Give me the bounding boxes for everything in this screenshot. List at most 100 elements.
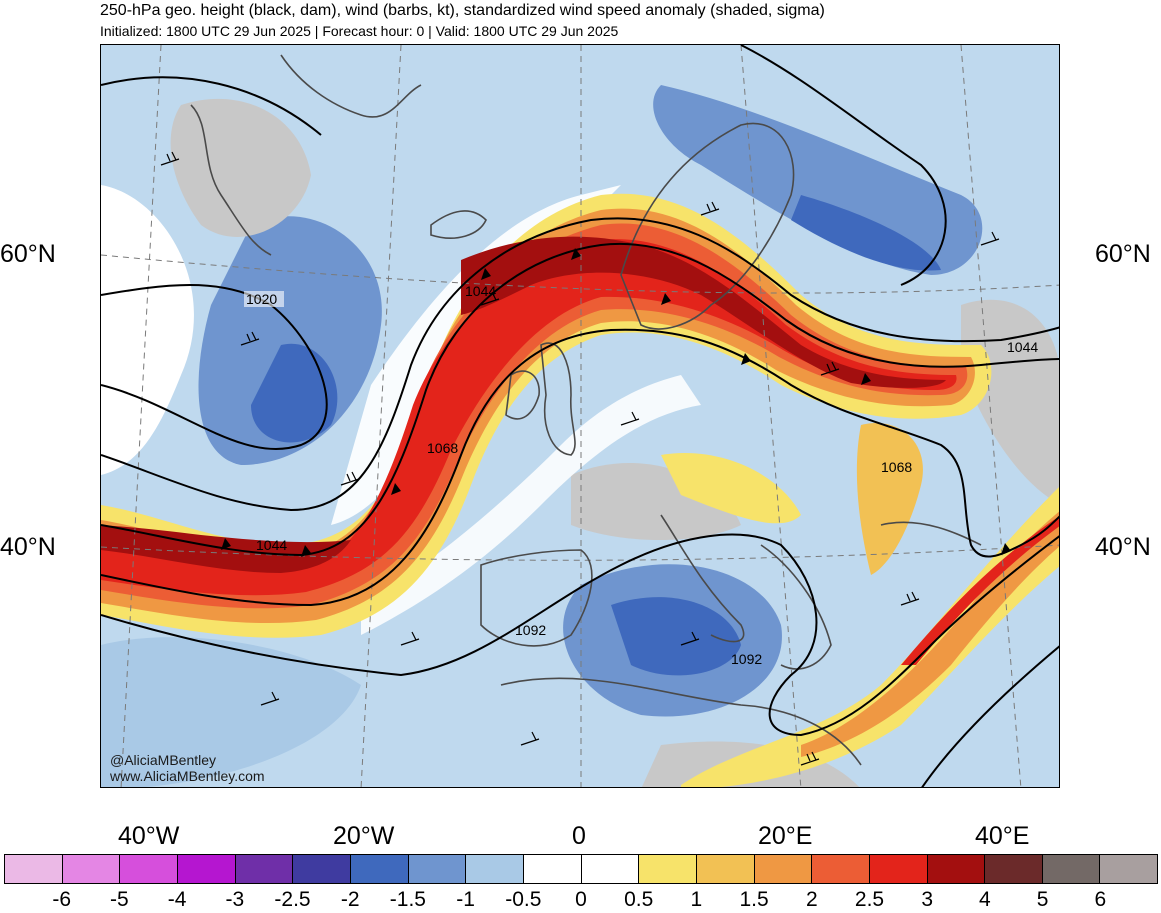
wind-flag bbox=[391, 483, 401, 495]
contour-label-1044: 1044 bbox=[256, 537, 287, 553]
greenland-coast bbox=[190, 104, 272, 256]
contour-label-1068: 1068 bbox=[881, 459, 912, 475]
wind-barb bbox=[820, 361, 840, 376]
wind-barb bbox=[400, 631, 420, 646]
wind-flag bbox=[221, 538, 231, 550]
colorbar bbox=[4, 854, 1158, 884]
colorbar-tick-label: -1 bbox=[456, 888, 475, 911]
wind-barb bbox=[160, 151, 180, 166]
colorbar-swatch bbox=[523, 855, 582, 883]
black-sea-coast bbox=[880, 521, 982, 546]
wind-flag bbox=[741, 353, 751, 365]
colorbar-swatch bbox=[293, 855, 351, 883]
contour-1044-a bbox=[101, 217, 1059, 512]
colorbar-swatch bbox=[350, 855, 409, 883]
colorbar-tick-label: -2.5 bbox=[274, 888, 311, 911]
jet-anomaly-2p5 bbox=[101, 239, 957, 596]
height-contours bbox=[101, 45, 1059, 787]
colorbar-swatch bbox=[869, 855, 928, 883]
colorbar-tick-label: -0.5 bbox=[505, 888, 542, 911]
iceland-coast bbox=[430, 210, 487, 239]
lat-label-60n-right: 60°N bbox=[1095, 240, 1151, 268]
contour-southeast bbox=[921, 645, 1059, 787]
contour-1068 bbox=[101, 328, 1059, 607]
colorbar-tick-label: 2.5 bbox=[854, 888, 885, 911]
greenland-area bbox=[170, 98, 311, 237]
jet-anomaly-3-north bbox=[461, 236, 946, 388]
wind-barb bbox=[700, 201, 720, 216]
lat-label-40n-right: 40°N bbox=[1095, 533, 1151, 561]
graticule bbox=[101, 45, 1059, 787]
anomaly-subtropics bbox=[101, 637, 361, 787]
colorbar-swatch bbox=[5, 855, 63, 883]
lon-label-20w: 20°W bbox=[333, 822, 395, 850]
negative-anomaly-scandinavia bbox=[653, 85, 983, 275]
colorbar-tick-label: -5 bbox=[110, 888, 129, 911]
colorbar-tick-label: 1 bbox=[690, 888, 703, 911]
colorbar-tick-label: 2 bbox=[805, 888, 818, 911]
contour-northwest bbox=[101, 76, 322, 136]
contour-label-1044: 1044 bbox=[465, 283, 496, 299]
colorbar-swatch bbox=[408, 855, 467, 883]
strong-negative-anomaly-scandinavia bbox=[791, 195, 941, 271]
contour-label-1092: 1092 bbox=[731, 651, 762, 667]
map-title: 250-hPa geo. height (black, dam), wind (… bbox=[100, 2, 825, 19]
strong-negative-anomaly-atlantic bbox=[251, 343, 338, 443]
colorbar-tick-label: 3 bbox=[921, 888, 934, 911]
lon-label-40e: 40°E bbox=[975, 822, 1030, 850]
wind-barb bbox=[900, 591, 920, 606]
wind-flag bbox=[481, 268, 491, 280]
lat-label-60n-left: 60°N bbox=[0, 240, 56, 268]
graticule-lon-20e bbox=[740, 45, 802, 787]
contour-label-1092: 1092 bbox=[515, 622, 546, 638]
graticule-lon-20w bbox=[360, 45, 402, 787]
jet-anomaly-southeast-2p5 bbox=[901, 516, 1059, 665]
north-africa-coast bbox=[500, 677, 862, 766]
jet-anomaly-balkans bbox=[856, 423, 923, 575]
colorbar-tick-label: 0.5 bbox=[624, 888, 654, 911]
strong-negative-anomaly-mediterranean bbox=[611, 597, 741, 676]
colorbar-swatch bbox=[235, 855, 294, 883]
graticule-lon-40e bbox=[960, 45, 1022, 787]
colorbar-tick-label: 6 bbox=[1094, 888, 1107, 911]
wind-barb bbox=[340, 471, 360, 486]
contour-1092 bbox=[101, 533, 1059, 737]
colorbar-tick-label: 0 bbox=[575, 888, 587, 911]
wind-barb bbox=[980, 231, 1000, 246]
lon-label-20e: 20°E bbox=[758, 822, 813, 850]
contour-labels: 1020 1044 1044 1044 1068 1068 1092 1092 bbox=[244, 283, 1038, 667]
greenland-east-coast bbox=[280, 54, 422, 118]
wind-flag bbox=[301, 545, 311, 557]
colorbar-swatch bbox=[120, 855, 178, 883]
wind-flag bbox=[661, 293, 671, 305]
map-canvas: 1020 1044 1044 1044 1068 1068 1092 1092 bbox=[101, 45, 1059, 787]
wind-barbs bbox=[160, 151, 1000, 766]
coastlines bbox=[190, 54, 982, 766]
wind-barb bbox=[800, 751, 820, 766]
wind-flag bbox=[861, 373, 871, 385]
wind-barb bbox=[240, 331, 260, 346]
italy-coast bbox=[660, 514, 745, 643]
colorbar-tick-label: 1.5 bbox=[739, 888, 769, 911]
contour-label-1068: 1068 bbox=[427, 440, 458, 456]
colorbar-swatch bbox=[1100, 855, 1158, 883]
graticule-lon-40w bbox=[120, 45, 162, 787]
contour-label-1044: 1044 bbox=[1007, 339, 1038, 355]
colorbar-tick-label: 4 bbox=[979, 888, 991, 911]
zero-band-biscay bbox=[361, 375, 701, 635]
colorbar-tick-label: -6 bbox=[52, 888, 72, 911]
credit-website: www.AliciaMBentley.com bbox=[110, 768, 265, 784]
credit-handle: @AliciaMBentley bbox=[110, 752, 217, 768]
wind-barb bbox=[520, 731, 540, 746]
colorbar-swatch bbox=[812, 855, 870, 883]
contour-north-ridge bbox=[740, 45, 947, 286]
wind-barb bbox=[260, 691, 280, 706]
contour-1044-b bbox=[101, 242, 1059, 557]
ireland-coast bbox=[505, 370, 540, 420]
wind-flag bbox=[571, 248, 581, 260]
wind-barb bbox=[620, 411, 640, 426]
colorbar-swatch bbox=[581, 855, 640, 883]
colorbar-tick-label: -4 bbox=[167, 888, 187, 911]
britain-coast bbox=[540, 342, 576, 456]
map-subtitle: Initialized: 1800 UTC 29 Jun 2025 | Fore… bbox=[100, 23, 619, 39]
